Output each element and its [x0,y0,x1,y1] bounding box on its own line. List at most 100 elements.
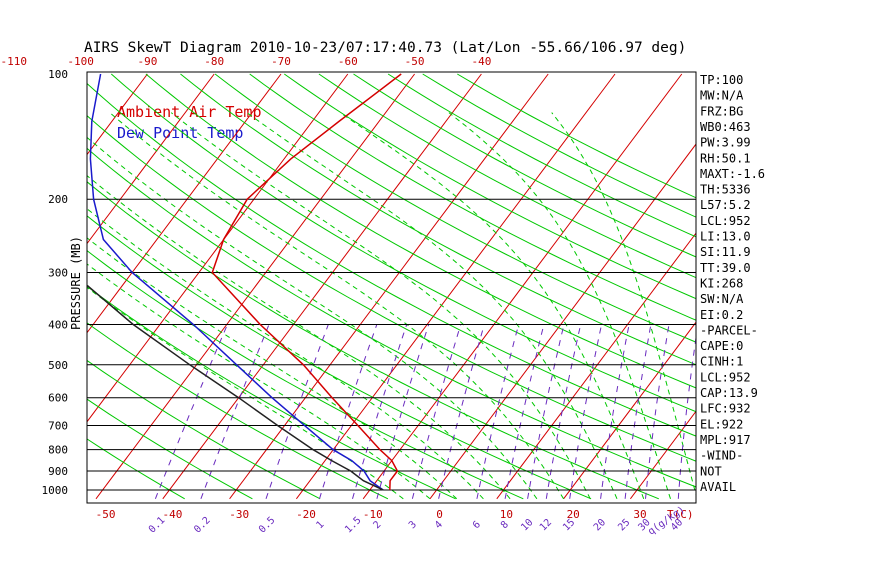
index-label: LCL:952 [700,370,751,384]
bottom-temp-tick-label: 10 [500,508,513,521]
index-label: CAPE:0 [700,339,743,353]
chart-title: AIRS SkewT Diagram 2010-10-23/07:17:40.7… [84,40,686,56]
mixing-ratio-line [477,325,519,499]
y-tick-label: 800 [48,444,68,457]
top-temp-tick-label: -50 [405,55,425,68]
index-label: -WIND- [700,449,743,463]
moist-adiabat-line [0,113,430,499]
index-label: TH:5336 [700,183,751,197]
index-label: RH:50.1 [700,151,751,165]
mixing-ratio-line [528,325,564,499]
y-tick-label: 300 [48,266,68,279]
isotherm-line [230,74,549,499]
y-axis-label: PRESSURE (MB) [69,236,83,330]
isotherm-line [831,74,870,499]
index-label: CINH:1 [700,355,743,369]
mixing-ratio-tick-label: 10 [519,517,535,533]
y-tick-label: 500 [48,359,68,372]
mixing-ratio-line [570,325,602,499]
bottom-temp-tick-label: -40 [162,508,182,521]
dry-adiabat-line [250,74,870,499]
index-label: FRZ:BG [700,104,743,118]
mixing-ratio-tick-label: 4 [433,519,445,531]
dry-adiabat-line [284,74,870,499]
index-label: KI:268 [700,276,743,290]
legend-dew-point-temp: Dew Point Temp [117,124,243,142]
mixing-ratio-line [155,325,227,499]
dry-adiabat-line [181,74,870,499]
mixing-ratio-tick-label: 8 [499,519,511,531]
dry-adiabat-line [388,74,870,499]
bottom-temp-tick-label: -50 [96,508,116,521]
y-tick-label: 400 [48,318,68,331]
index-label: AVAIL [700,480,736,494]
mixing-ratio-line [377,325,429,499]
isotherm-line [0,74,14,499]
top-temp-tick-label: -110 [1,55,28,68]
index-label: EI:0.2 [700,308,743,322]
top-temp-tick-label: -70 [271,55,291,68]
mixing-ratio-line [439,325,485,499]
index-label: CAP:13.9 [700,386,758,400]
mixing-ratio-tick-label: 6 [471,519,483,531]
top-temp-tick-label: -60 [338,55,358,68]
y-tick-label: 1000 [42,484,69,497]
bottom-temp-tick-label: 0 [436,508,443,521]
legend-ambient-air-temp: Ambient Air Temp [117,103,262,121]
dry-adiabat-line [215,74,870,499]
isotherm-line [296,74,615,499]
top-temp-tick-label: -100 [67,55,94,68]
mixing-ratio-line [353,325,407,499]
y-tick-label: 700 [48,420,68,433]
index-label: LCL:952 [700,214,751,228]
mixing-ratio-tick-label: 20 [592,517,608,533]
index-label: PW:3.99 [700,136,751,150]
index-label: LFC:932 [700,402,751,416]
mixing-ratio-line [505,325,544,499]
index-label: MPL:917 [700,433,751,447]
mixing-ratio-line [320,325,377,499]
bottom-temp-tick-label: -20 [296,508,316,521]
bottom-temp-tick-label: -30 [229,508,249,521]
index-label: NOT [700,464,722,478]
index-label: EL:922 [700,417,743,431]
mixing-ratio-tick-label: 12 [538,517,554,533]
moist-adiabat-line [59,113,537,499]
mixing-ratio-line [546,325,580,499]
dry-adiabat-line [423,74,870,499]
y-tick-label: 100 [48,68,68,81]
y-tick-label: 900 [48,465,68,478]
top-temp-tick-label: -90 [137,55,157,68]
mixing-ratio-tick-label: 25 [616,517,632,533]
y-tick-label: 600 [48,392,68,405]
index-label: LI:13.0 [700,230,751,244]
index-label: MAXT:-1.6 [700,167,765,181]
top-temp-tick-label: -40 [471,55,491,68]
y-tick-label: 200 [48,193,68,206]
index-label: SI:11.9 [700,245,751,259]
moist-adiabat-line [247,113,617,499]
index-label: WB0:463 [700,120,751,134]
mixing-ratio-tick-label: 1 [314,519,326,531]
mixing-ratio-tick-label: 0.5 [257,515,278,536]
dry-adiabat-line [457,74,870,499]
isotherm-line [497,74,816,499]
mixing-ratio-tick-label: 0.2 [192,515,213,536]
index-label: SW:N/A [700,292,744,306]
mixing-ratio-tick-label: 3 [407,519,419,531]
mixing-ratio-tick-label: 2 [372,519,384,531]
bottom-temp-tick-label: -10 [363,508,383,521]
moist-adiabat-line [552,113,698,499]
dry-adiabat-line [146,74,870,499]
index-label: TT:39.0 [700,261,751,275]
index-label: MW:N/A [700,89,744,103]
mixing-ratio-tick-label: 1.5 [343,515,364,536]
dry-adiabat-line [319,74,870,499]
isotherm-line [764,74,870,499]
index-label: L57:5.2 [700,198,751,212]
mixing-ratio-line [412,325,460,499]
index-label: TP:100 [700,73,743,87]
